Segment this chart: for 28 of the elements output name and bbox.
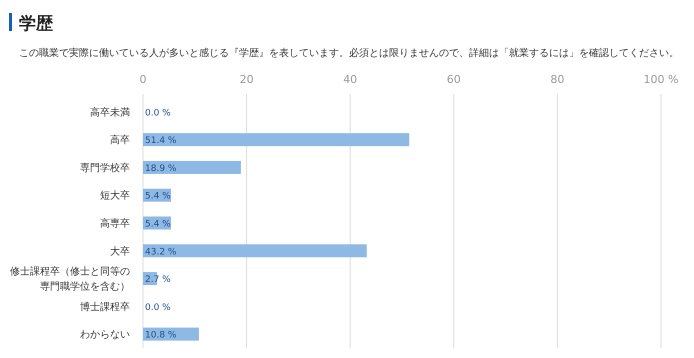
data-label: 51.4 % [145, 136, 177, 146]
x-tick-label: 100 % [644, 73, 678, 86]
y-tick-label: 大卒 [110, 245, 130, 258]
x-tick-label: 40 [343, 73, 358, 86]
data-label: 18.9 % [145, 164, 177, 174]
data-label: 10.8 % [145, 330, 177, 341]
y-tick-label: わからない [80, 330, 130, 341]
y-tick-label: 修士課程卒（修士と同等の専門職学位を含む） [10, 266, 130, 293]
data-label: 43.2 % [145, 247, 177, 258]
data-label: 5.4 % [145, 192, 172, 202]
x-tick-label: 20 [240, 73, 254, 86]
y-tick-label: 高卒未満 [90, 106, 130, 118]
x-tick-label: 0 [140, 73, 146, 86]
y-tick-label: 専門学校卒 [80, 162, 130, 174]
data-label: 0.0 % [145, 108, 172, 118]
bar [143, 160, 241, 174]
y-tick-label: 高専卒 [100, 218, 130, 230]
bar [143, 244, 367, 258]
y-tick-label: 博士課程卒 [80, 300, 130, 313]
data-label: 0.0 % [145, 302, 172, 313]
x-tick-label: 60 [446, 73, 461, 86]
chart-title: 学歴 [19, 14, 53, 34]
bar [143, 133, 410, 146]
y-tick-label: 短大卒 [100, 190, 130, 202]
y-tick-label: 高卒 [110, 134, 130, 146]
x-tick-label: 80 [550, 73, 564, 86]
chart-subtitle: この職業で実際に働いている人が多いと感じる『学歴』を表しています。必須とは限りませんので、詳細は「就業するには」を確認してください。 [19, 47, 679, 59]
data-label: 5.4 % [145, 220, 172, 230]
